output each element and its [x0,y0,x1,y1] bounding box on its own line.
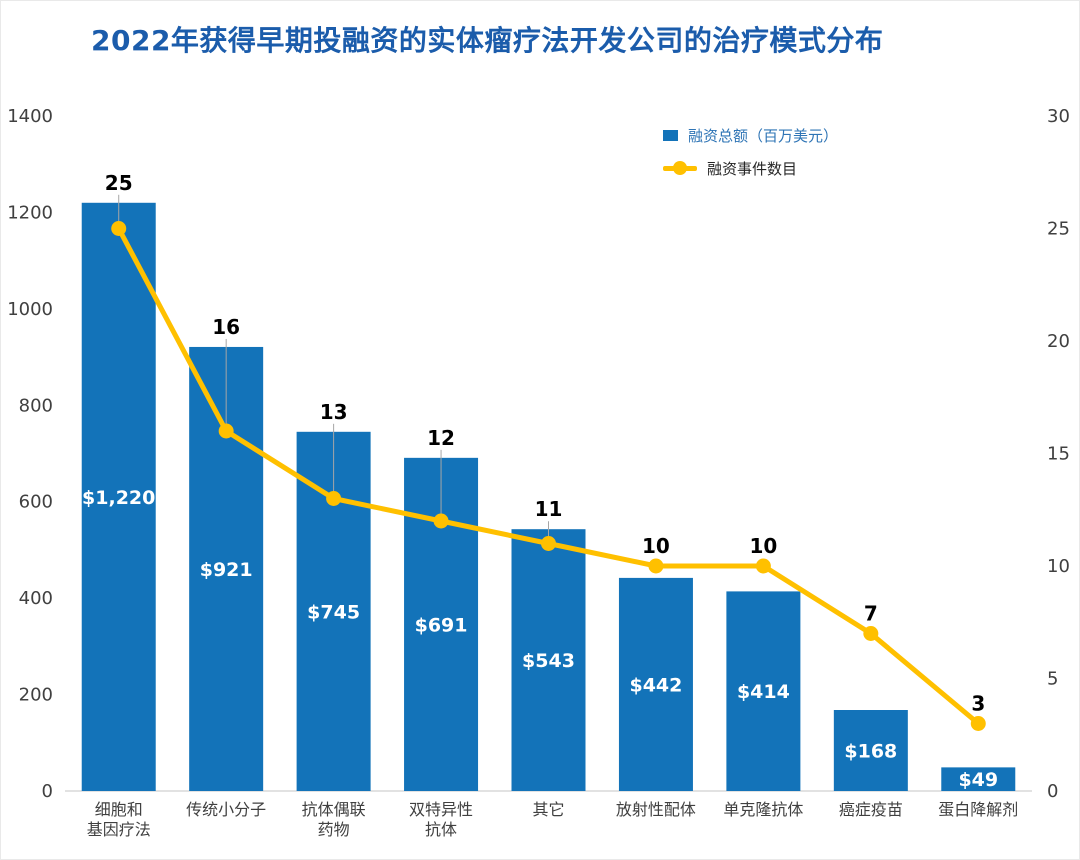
bar-value-label: $745 [307,601,360,623]
point-value-label: 25 [105,171,133,195]
right-axis-tick-label: 15 [1047,444,1070,465]
right-axis-tick-label: 30 [1047,106,1070,127]
category-label: 药物 [318,820,350,839]
right-axis-tick-label: 0 [1047,781,1058,802]
point-value-label: 16 [212,315,240,339]
left-axis-tick-label: 800 [19,395,53,416]
line-marker-5 [648,558,664,574]
bar-value-label: $1,220 [82,487,155,509]
category-label: 其它 [532,800,564,819]
left-axis-tick-label: 0 [42,781,53,802]
category-label: 细胞和 [95,800,143,819]
bar-value-label: $442 [629,674,682,696]
bar-5 [618,577,693,791]
line-marker-2 [326,491,342,506]
point-value-label: 13 [320,400,348,424]
line-marker-1 [218,423,234,439]
legend-line-dot-icon [673,161,687,175]
legend: 融资总额（百万美元） 融资事件数目 [663,125,838,178]
bar-6 [726,591,801,791]
bar-value-label: $543 [522,650,575,672]
bar-value-label: $691 [415,614,468,636]
bar-4 [511,529,586,791]
point-value-label: 10 [642,534,670,558]
right-axis-tick-label: 20 [1047,331,1070,352]
left-axis-tick-label: 1200 [7,202,53,223]
right-axis-tick-label: 25 [1047,219,1070,240]
point-value-label: 7 [864,602,878,626]
line-series-swatch-icon [663,161,697,175]
legend-label-line: 融资事件数目 [707,159,798,178]
legend-item-line-series: 融资事件数目 [663,158,838,178]
chart-title: 2022年获得早期投融资的实体瘤疗法开发公司的治疗模式分布 [91,24,884,57]
legend-label-bar: 融资总额（百万美元） [688,126,839,145]
bar-series-swatch-icon [663,129,678,141]
bar-value-label: $921 [200,559,253,581]
category-label: 双特异性 [409,800,473,819]
bar-8 [941,767,1016,791]
bar-value-label: $414 [737,681,790,703]
line-marker-0 [111,221,127,236]
right-axis-tick-label: 10 [1047,556,1070,577]
right-axis-tick-label: 5 [1047,669,1058,690]
category-label: 抗体 [425,820,457,839]
legend-item-bar-series: 融资总额（百万美元） [663,125,838,145]
point-value-label: 10 [749,534,777,558]
left-axis-tick-label: 1000 [7,299,53,320]
left-axis-tick-label: 600 [19,492,53,513]
category-label: 单克隆抗体 [723,800,803,819]
category-label: 基因疗法 [87,820,151,839]
category-label: 放射性配体 [616,800,696,819]
category-label: 蛋白降解剂 [938,800,1018,819]
bar-value-label: $49 [958,769,998,791]
point-value-label: 11 [535,497,563,521]
line-marker-6 [755,558,771,574]
bar-7 [833,710,908,791]
category-label: 抗体偶联 [302,800,366,819]
category-label: 传统小分子 [186,800,266,819]
point-value-label: 3 [971,692,985,716]
category-label: 癌症疫苗 [839,800,903,819]
bar-0 [81,202,156,792]
line-marker-3 [433,513,449,529]
point-value-label: 12 [427,426,455,450]
bar-value-label: $168 [844,741,897,763]
left-axis-tick-label: 200 [19,685,53,706]
left-axis-tick-label: 400 [19,588,53,609]
line-marker-4 [541,536,556,551]
line-marker-7 [863,626,879,641]
line-marker-8 [970,716,986,731]
left-axis-tick-label: 1400 [7,106,53,127]
